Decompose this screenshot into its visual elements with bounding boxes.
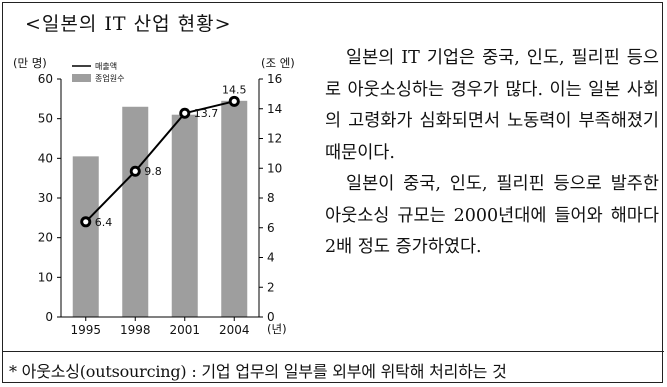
bar-1998 (122, 106, 149, 317)
bar-2001 (171, 114, 198, 317)
bars (72, 100, 248, 317)
sales-point-inner (231, 98, 237, 104)
sales-data-label: 9.8 (144, 165, 162, 178)
document-title: <일본의 IT 산업 현황> (25, 13, 232, 35)
tick-labels: 0 10 20 30 40 50 60 0 2 4 6 8 10 12 14 16 1995 1998 2001 20… (38, 72, 283, 337)
y-right-tick-label: 14 (267, 102, 282, 116)
sales-line (85, 100, 235, 223)
y-right-tick-label: 0 (267, 310, 275, 324)
y-right-tick-label: 6 (267, 221, 275, 235)
x-tick-label: 1995 (70, 323, 101, 337)
body-paragraph-2: 일본이 중국, 인도, 필리핀 등으로 발주한 아웃소싱 규모는 2000년대에… (325, 174, 659, 257)
y-right-tick-label: 16 (267, 72, 282, 86)
y-left-unit: (만 명) (13, 56, 47, 70)
y-right-tick-label: 2 (267, 280, 275, 294)
document-frame: <일본의 IT 산업 현황> (만 명) (조 엔) (년) 매출액 종업원수 … (2, 2, 664, 384)
y-left-tick-label: 50 (38, 112, 53, 126)
sales-point-inner (182, 110, 188, 116)
y-left-tick-label: 0 (45, 310, 53, 324)
x-tick-label: 2001 (169, 323, 200, 337)
bar-1995 (72, 156, 99, 317)
sales-point-inner (132, 168, 138, 174)
bar-2004 (221, 100, 248, 317)
y-right-tick-label: 8 (267, 191, 275, 205)
y-right-tick-label: 10 (267, 161, 282, 175)
y-left-tick-label: 60 (38, 72, 53, 86)
x-tick-label: 2004 (219, 323, 250, 337)
legend-label-bar: 종업원수 (95, 74, 124, 83)
y-right-tick-label: 12 (267, 132, 282, 146)
y-right-unit: (조 엔) (261, 56, 295, 70)
y-left-tick-label: 10 (38, 270, 53, 284)
x-unit: (년) (267, 322, 287, 336)
legend: 매출액 종업원수 (72, 61, 124, 83)
sales-data-label: 13.7 (194, 107, 219, 120)
sales-data-label: 6.4 (95, 216, 113, 229)
y-left-tick-label: 30 (38, 191, 53, 205)
y-left-tick-label: 20 (38, 231, 53, 245)
combo-chart: (만 명) (조 엔) (년) 매출액 종업원수 6.49.813.714.5 … (13, 56, 295, 337)
sales-data-label: 14.5 (222, 83, 247, 96)
x-tick-label: 1998 (120, 323, 151, 337)
y-left-tick-label: 40 (38, 151, 53, 165)
body-text: 일본의 IT 기업은 중국, 인도, 필리핀 등으로 아웃소싱하는 경우가 많다… (325, 43, 659, 264)
body-paragraph-1: 일본의 IT 기업은 중국, 인도, 필리핀 등으로 아웃소싱하는 경우가 많다… (325, 48, 659, 163)
sales-point-inner (83, 219, 89, 225)
footnote: * 아웃소싱(outsourcing) : 기업 업무의 일부를 외부에 위탁해… (9, 362, 507, 381)
y-right-tick-label: 4 (267, 251, 275, 265)
line-series: 6.4 9.8 13.714.5 (80, 83, 247, 229)
legend-bar-swatch (72, 74, 91, 82)
legend-label-line: 매출액 (95, 61, 117, 71)
chart-area: (만 명) (조 엔) (년) 매출액 종업원수 6.4 9.8 13.7 14.5 … (9, 47, 305, 343)
axes (57, 78, 263, 321)
footnote-row: * 아웃소싱(outsourcing) : 기업 업무의 일부를 외부에 위탁해… (3, 351, 664, 384)
